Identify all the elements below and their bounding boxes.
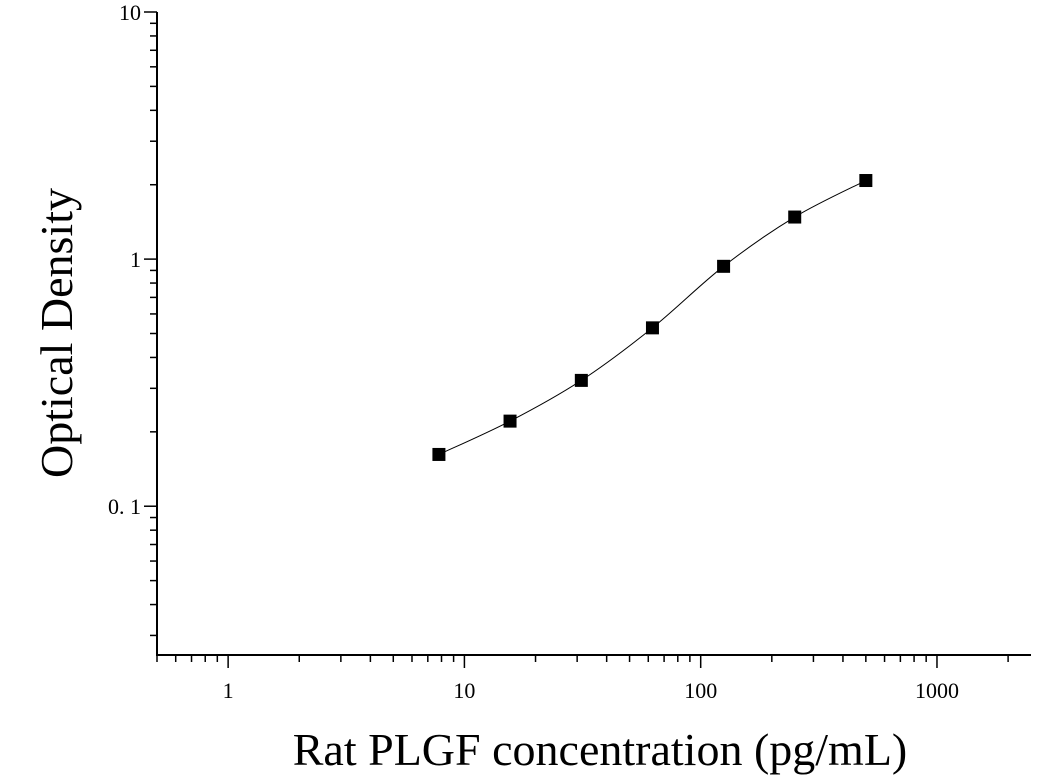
data-point [645,321,659,335]
axes [144,11,1031,668]
x-tick-label: 1000 [915,678,959,703]
x-tick-label: 10 [453,678,475,703]
y-axis-title: Optical Density [31,188,82,478]
data-point [432,447,446,461]
data-point [503,414,517,428]
y-tick-label: 1 [130,247,141,272]
y-tick-label: 0. 1 [108,494,141,519]
x-tick-label: 1 [223,678,234,703]
data-point [574,373,588,387]
data-point [717,259,731,273]
y-tick-label: 10 [119,0,141,25]
x-axis-title: Rat PLGF concentration (pg/mL) [293,724,908,775]
data-point [788,210,802,224]
data-point [859,174,873,188]
data-points [432,174,873,461]
x-tick-label: 100 [684,678,717,703]
tick-labels: 1 10 100 1000 0. 1 1 10 [108,0,959,703]
fit-curve [438,180,867,455]
